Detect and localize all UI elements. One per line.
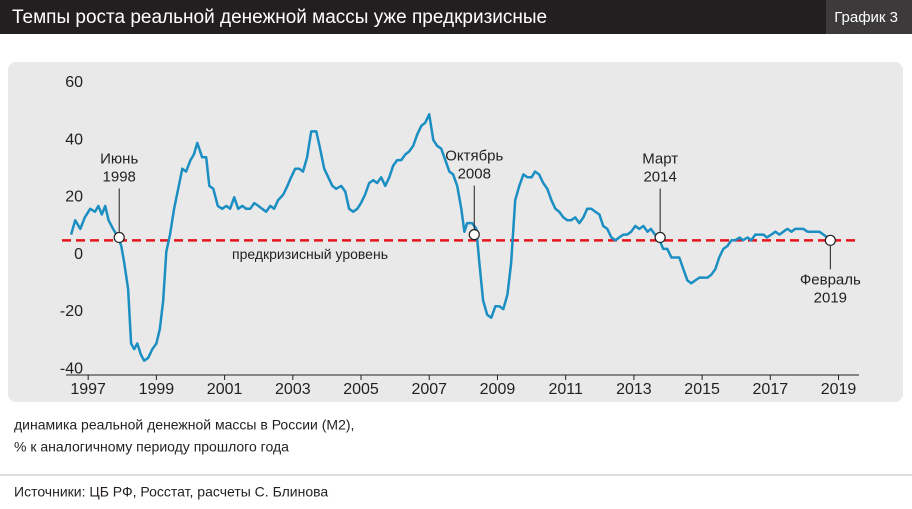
- annotation-marker: [824, 234, 836, 246]
- annotation-label: Февраль: [800, 271, 861, 288]
- annotation-label: 2014: [643, 168, 676, 185]
- y-tick-label: 0: [74, 246, 83, 263]
- x-tick-label: 2015: [684, 381, 720, 398]
- x-tick-label: 2019: [821, 381, 857, 398]
- annotation-label: Октябрь: [445, 148, 503, 165]
- reference-label: предкризисный уровень: [232, 246, 388, 262]
- y-tick-label: 20: [65, 189, 83, 206]
- series-line: [69, 113, 832, 362]
- plot-background: [8, 62, 903, 402]
- annotation-marker: [468, 228, 480, 241]
- source: Источники: ЦБ РФ, Росстат, расчеты С. Бл…: [14, 484, 328, 500]
- annotation-label: 1998: [103, 168, 136, 185]
- header-bar: [0, 0, 912, 34]
- annotation-marker: [113, 231, 125, 244]
- annotation-label: 2019: [814, 289, 847, 306]
- x-tick-label: 2005: [343, 381, 379, 398]
- note-line: % к аналогичному периоду прошлого года: [14, 439, 289, 455]
- x-tick-label: 2017: [753, 381, 789, 398]
- x-tick-label: 1999: [139, 381, 175, 398]
- chart-title: Темпы роста реальной денежной массы уже …: [12, 7, 547, 28]
- annotation-marker: [654, 231, 666, 244]
- chart-badge: График 3: [834, 9, 898, 26]
- annotation-label: 2008: [458, 166, 491, 183]
- x-tick-label: 2011: [548, 381, 583, 398]
- annotation-label: Июнь: [100, 150, 138, 167]
- y-tick-label: -40: [60, 360, 83, 377]
- x-tick-label: 1997: [70, 381, 106, 398]
- x-tick-label: 2001: [207, 381, 243, 398]
- note-line: динамика реальной денежной массы в Росси…: [14, 417, 354, 433]
- annotation-label: Март: [642, 150, 678, 167]
- x-tick-label: 2007: [411, 381, 447, 398]
- y-tick-label: 40: [65, 131, 83, 148]
- badge-box: [826, 0, 912, 34]
- y-tick-label: 60: [65, 74, 83, 91]
- x-tick-label: 2009: [480, 381, 516, 398]
- x-tick-label: 2013: [616, 381, 652, 398]
- y-tick-label: -20: [60, 303, 83, 320]
- x-tick-label: 2003: [275, 381, 311, 398]
